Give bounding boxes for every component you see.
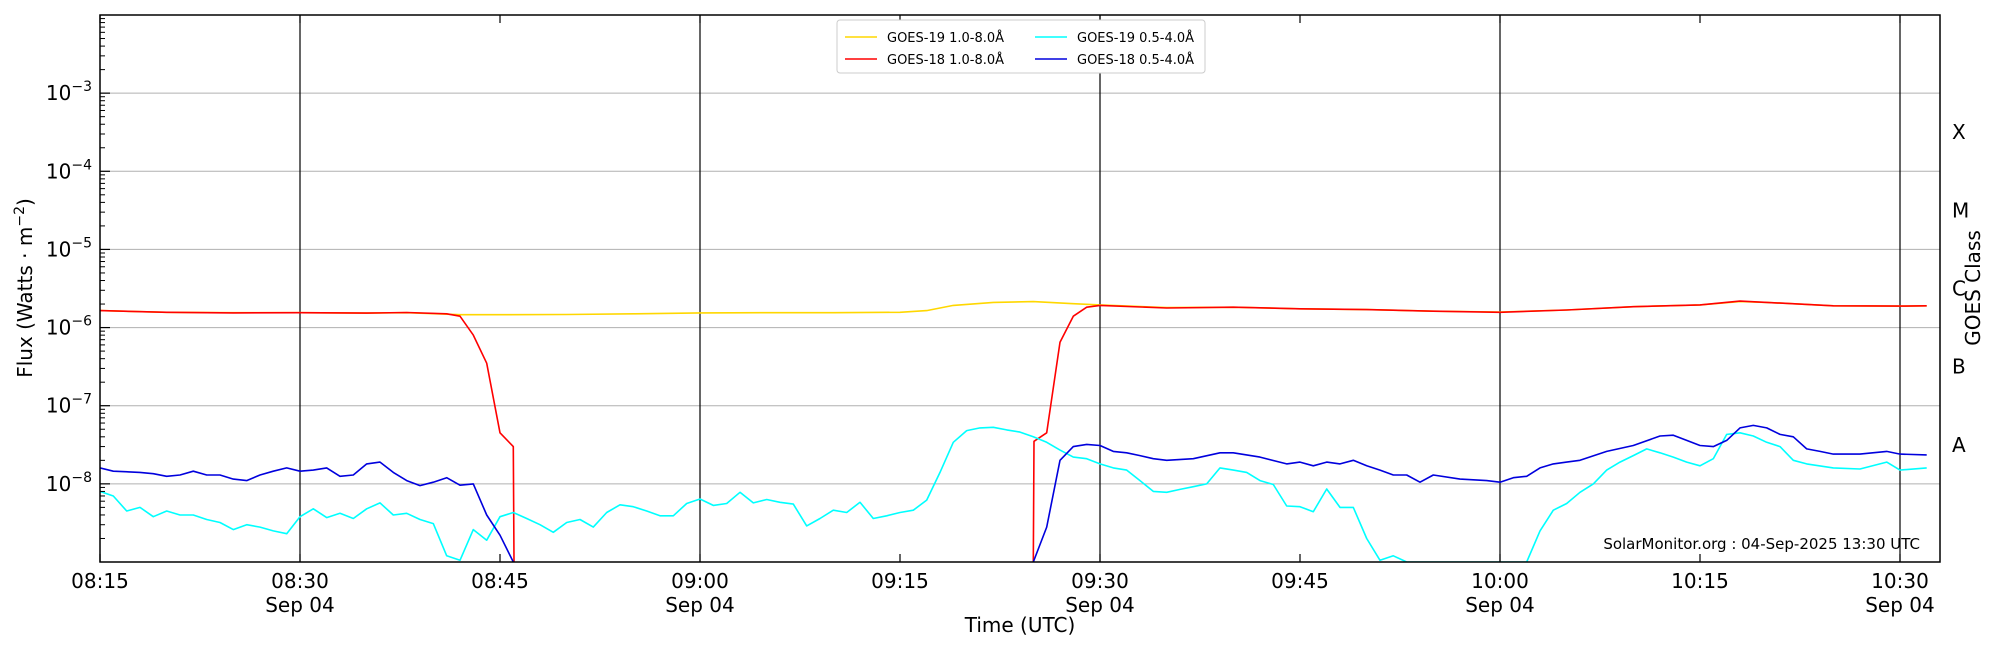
goes-class-labels: A B C M X [1952,120,1969,457]
goes-class-label: M [1952,198,1969,222]
legend-label: GOES-19 0.5-4.0Å [1077,30,1194,46]
plot-frame [99,14,1941,563]
y-axis-title-close: ) [13,198,37,206]
y-tick-exponent: −7 [71,392,92,408]
series-line [100,426,1927,562]
x-tick-label: 10:00 [1471,569,1529,593]
series-line [100,424,1927,562]
x-tick-label: 08:30 [271,569,329,593]
y-axis-title-exponent: −2 [12,206,28,227]
y-tick-exponent: −8 [71,470,92,486]
x-tick-label: 09:45 [1271,569,1329,593]
legend-label: GOES-18 1.0-8.0Å [887,52,1004,68]
y2-axis-title: GOES Class [1961,230,1985,346]
goes-class-label: A [1952,433,1966,457]
goes-class-label: B [1952,355,1966,379]
y-tick-base: 10 [46,237,71,261]
y-tick-label: 10−8 [46,470,92,496]
y-tick-exponent: −3 [71,79,92,95]
series-lines [100,300,1927,562]
y-tick-exponent: −6 [71,314,92,330]
x-tick-date-label: Sep 04 [265,593,335,617]
y-tick-base: 10 [46,394,71,418]
y-axis-ticks: 10−810−710−610−510−410−3 [46,18,110,539]
x-tick-label: 09:00 [671,569,729,593]
y-tick-exponent: −4 [71,157,92,173]
legend-box [836,19,1206,74]
legend: GOES-19 1.0-8.0Å GOES-18 1.0-8.0Å GOES-19 … [836,19,1206,74]
goes-class-label: X [1952,120,1966,144]
grid-lines [100,92,1940,485]
x-tick-label: 08:15 [71,569,129,593]
x-axis-title: Time (UTC) [964,613,1076,637]
x-tick-date-label: Sep 04 [1465,593,1535,617]
series-line [100,300,1927,562]
goes-class-label: C [1952,277,1966,301]
y-axis-title: Flux (Watts · m−2) [12,198,37,378]
x-tick-label: 09:15 [871,569,929,593]
y-tick-label: 10−3 [46,79,92,105]
credit-text: SolarMonitor.org : 04-Sep-2025 13:30 UTC [1603,535,1920,553]
y-axis-title-text: Flux (Watts · m [13,227,37,378]
y-tick-base: 10 [46,81,71,105]
x-tick-label: 08:45 [471,569,529,593]
legend-label: GOES-18 0.5-4.0Å [1077,52,1194,68]
x-tick-label: 10:15 [1671,569,1729,593]
y-tick-base: 10 [46,159,71,183]
y-tick-label: 10−4 [46,157,92,183]
x-tick-date-label: Sep 04 [1865,593,1935,617]
time-marker-lines [299,15,1901,562]
y-tick-label: 10−6 [46,314,92,340]
y-tick-label: 10−5 [46,235,92,261]
x-tick-label: 10:30 [1871,569,1929,593]
y-tick-base: 10 [46,316,71,340]
x-tick-label: 09:30 [1071,569,1129,593]
x-tick-date-label: Sep 04 [665,593,735,617]
x-tick-date-label: Sep 04 [1065,593,1135,617]
y-tick-exponent: −5 [71,235,92,251]
legend-label: GOES-19 1.0-8.0Å [887,30,1004,46]
y-tick-base: 10 [46,472,71,496]
y-tick-label: 10−7 [46,392,92,418]
